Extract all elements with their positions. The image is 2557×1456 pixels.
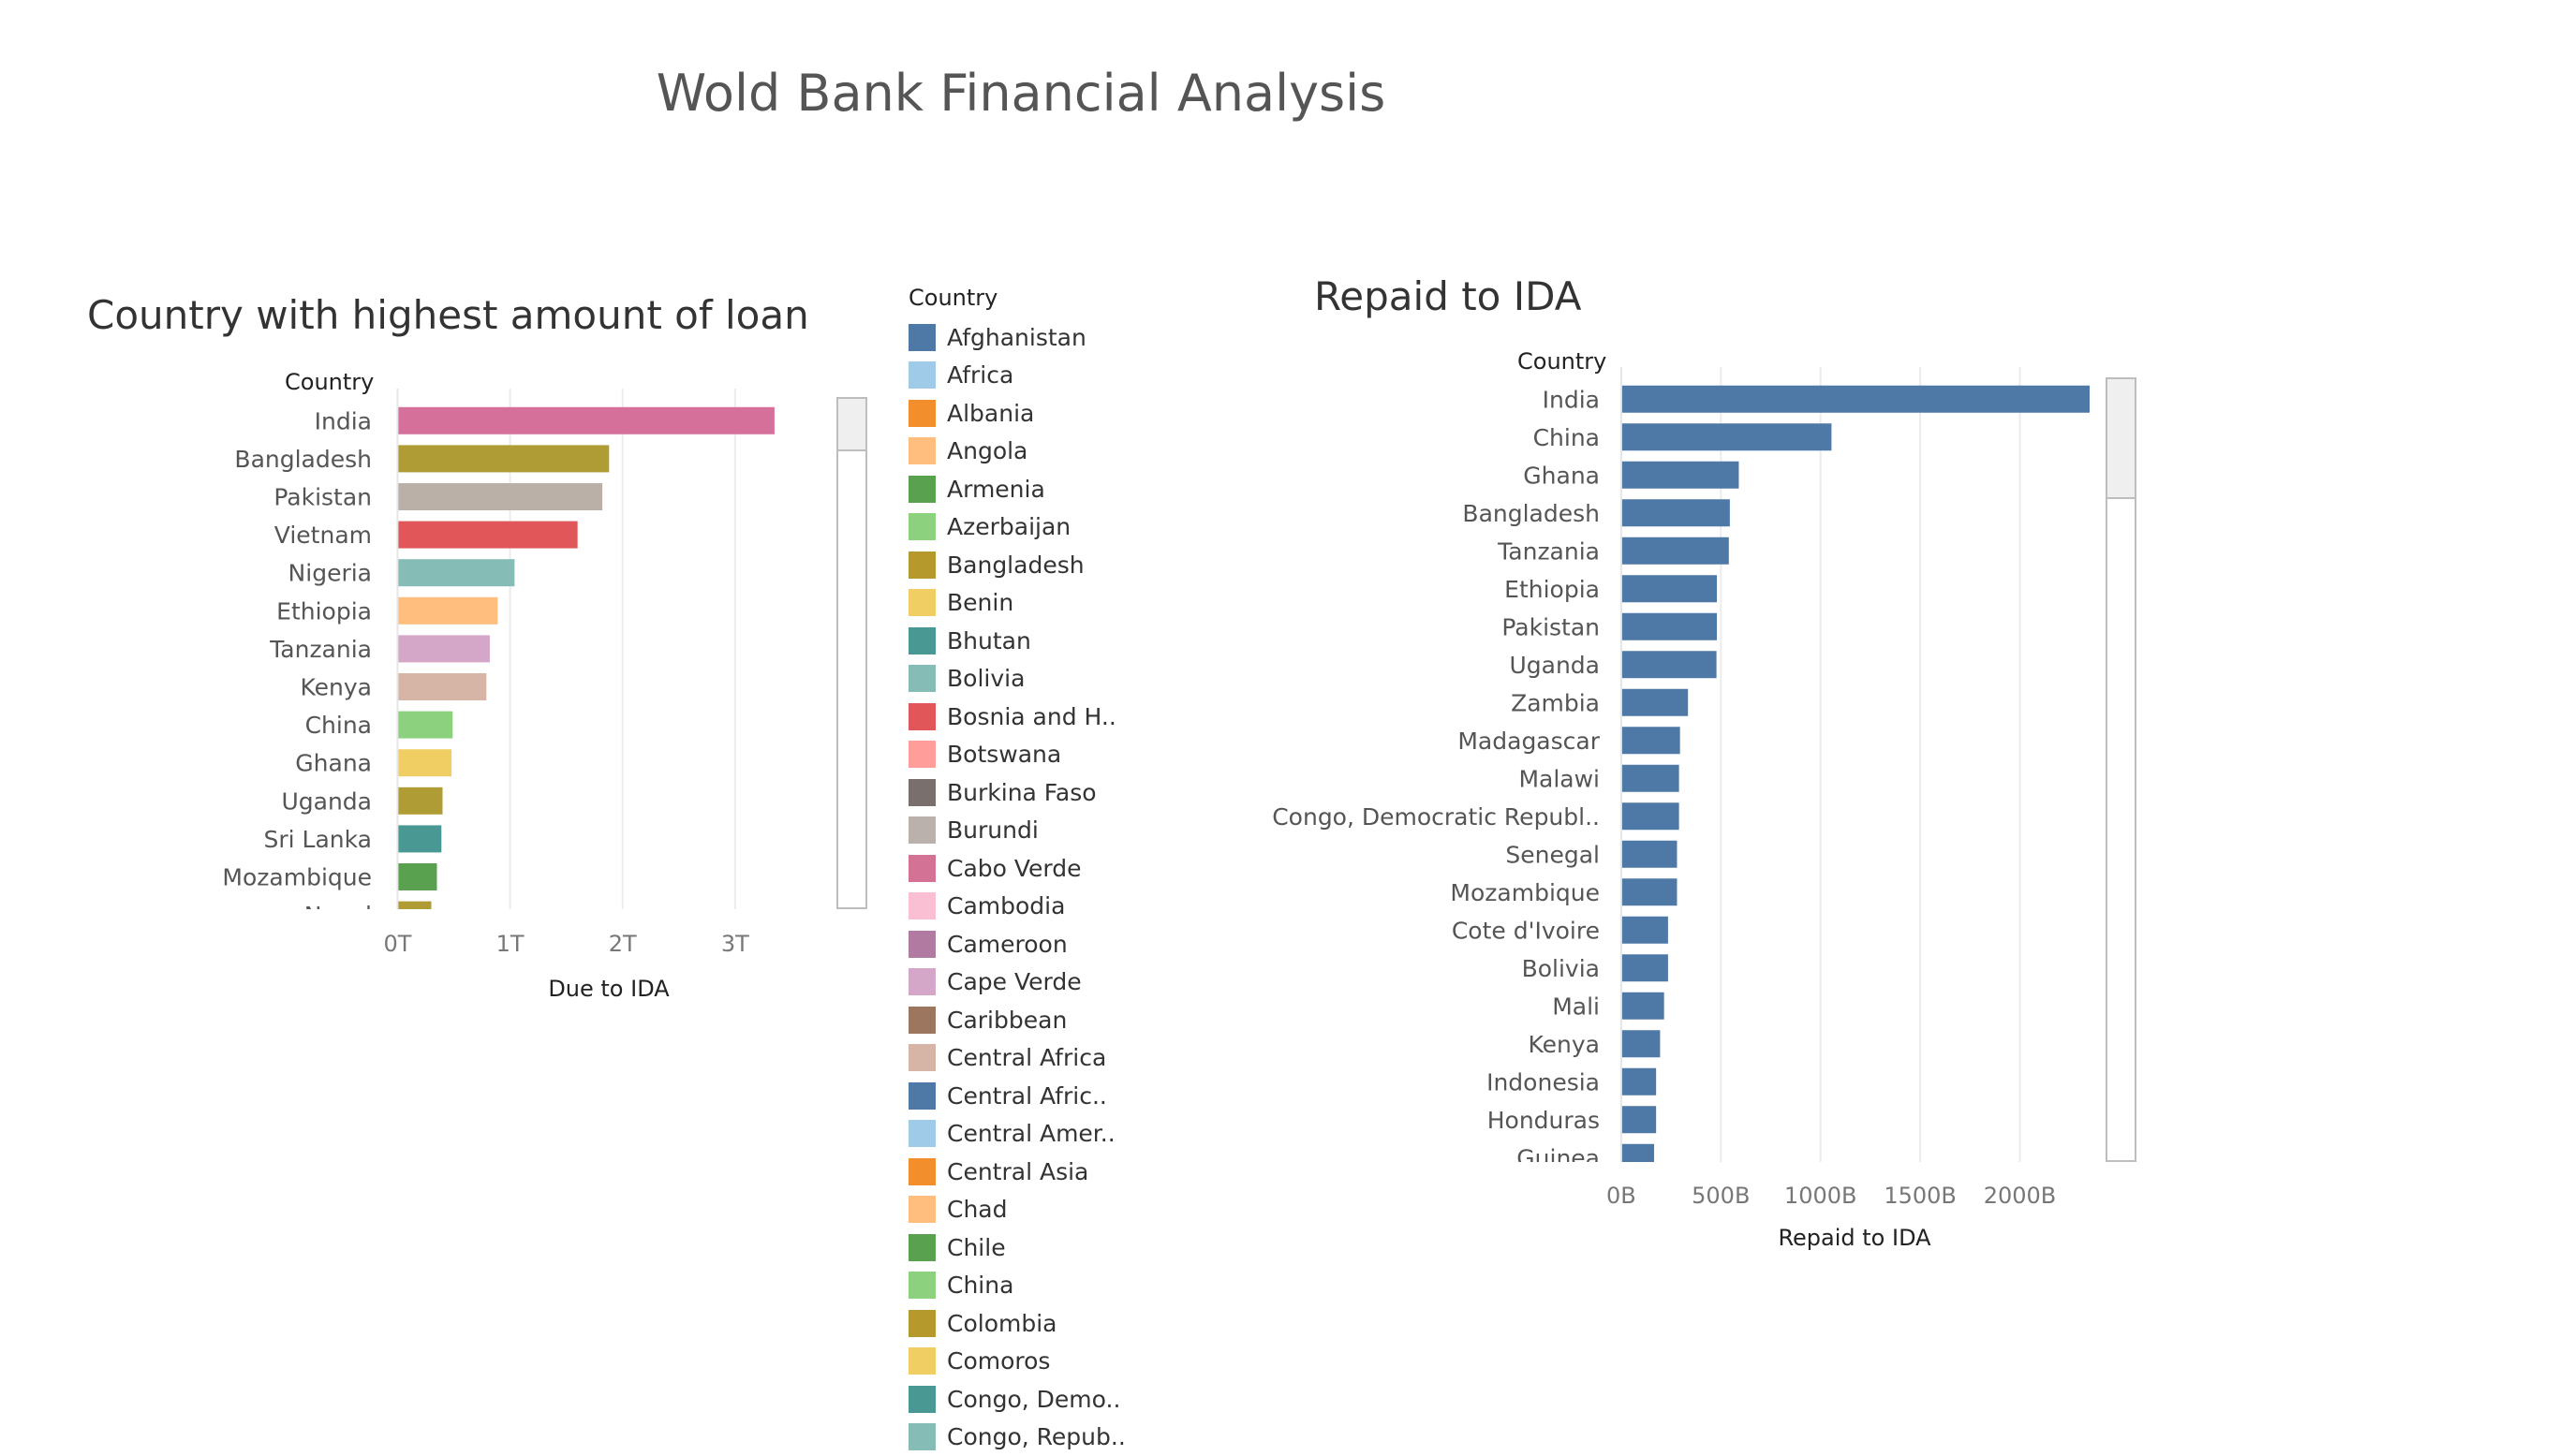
bar-bangladesh[interactable] [1621,499,1730,526]
category-label: Zambia [1511,689,1600,716]
bar-mali[interactable] [1621,993,1664,1020]
category-label: Tanzania [1497,537,1600,565]
category-label: Kenya [1529,1031,1601,1058]
bar-bolivia[interactable] [1621,954,1668,981]
bar-pakistan[interactable] [1621,613,1717,640]
bar-kenya[interactable] [1621,1030,1660,1057]
category-label: Uganda [1509,652,1600,679]
category-label: Bolivia [1522,955,1600,982]
bar-india[interactable] [1621,386,2090,413]
bar-guinea[interactable] [1621,1144,1654,1171]
category-label: Senegal [1505,841,1600,868]
category-label: Indonesia [1486,1068,1600,1096]
bar-congo-democratic-republ-[interactable] [1621,802,1679,830]
bar-uganda[interactable] [1621,651,1717,678]
bar-ghana[interactable] [1621,462,1739,489]
repaid-chart-scrollbar[interactable] [2106,377,2136,1162]
category-label: Guinea [1516,1144,1600,1171]
category-label: Congo, Democratic Republ.. [1272,803,1600,831]
bar-mozambique[interactable] [1621,878,1678,905]
bar-honduras[interactable] [1621,1106,1656,1133]
category-label: Bangladesh [1462,500,1600,527]
bar-tanzania[interactable] [1621,537,1729,565]
category-label: Ethiopia [1504,576,1600,603]
category-label: Malawi [1518,765,1600,792]
bar-ethiopia[interactable] [1621,575,1717,602]
x-tick-label: 0B [1606,1183,1636,1209]
bar-zambia[interactable] [1621,689,1688,716]
x-tick-label: 500B [1692,1183,1750,1209]
category-label: Madagascar [1457,728,1600,755]
category-label: Mozambique [1450,879,1600,906]
bar-malawi[interactable] [1621,765,1679,792]
category-label: China [1533,424,1600,451]
bar-china[interactable] [1621,423,1832,450]
repaid-chart-x-axis-title: Repaid to IDA [1667,1225,2042,1251]
x-tick-label: 2000B [1984,1183,2057,1209]
bar-cote-d-ivoire[interactable] [1621,917,1668,944]
bar-madagascar[interactable] [1621,727,1680,754]
category-label: Honduras [1487,1107,1600,1134]
repaid-chart-scroll-thumb[interactable] [2107,379,2135,499]
bar-indonesia[interactable] [1621,1068,1656,1096]
x-tick-label: 1500B [1884,1183,1957,1209]
category-label: India [1543,386,1600,413]
category-label: Cote d'Ivoire [1452,917,1600,944]
category-label: Mali [1552,993,1600,1020]
category-label: Ghana [1523,462,1600,489]
bar-senegal[interactable] [1621,841,1678,868]
x-tick-label: 1000B [1784,1183,1857,1209]
category-label: Pakistan [1501,613,1600,640]
